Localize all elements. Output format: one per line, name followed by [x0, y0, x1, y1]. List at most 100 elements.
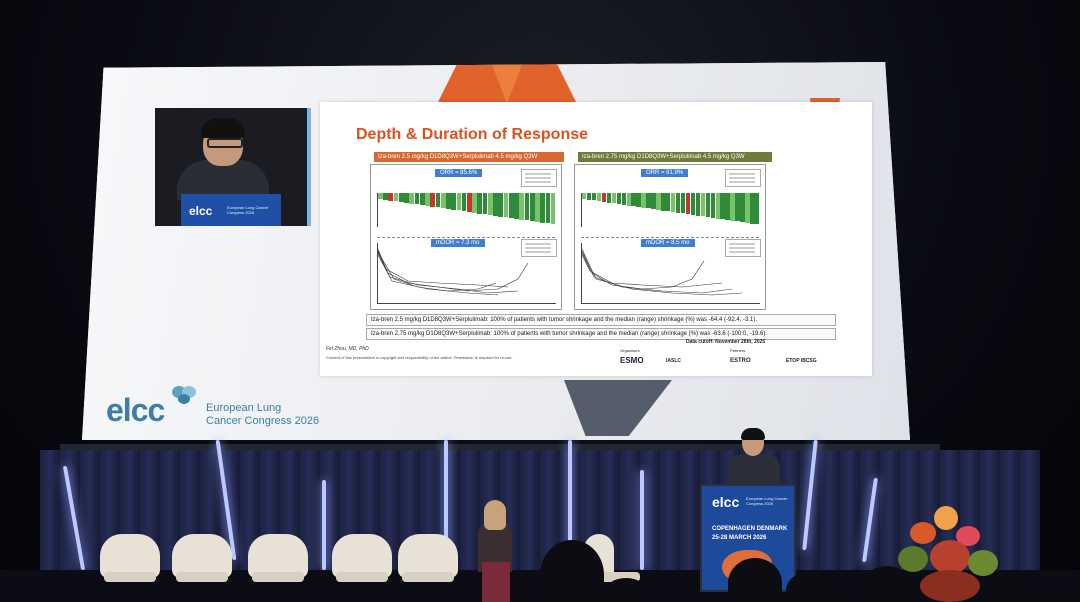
- waterfall-bar: [456, 193, 462, 211]
- waterfall-bar: [398, 193, 404, 203]
- screen-elcc-logo: elcc: [106, 392, 165, 428]
- waterfall-bar: [675, 193, 681, 213]
- audience-head: [604, 578, 648, 602]
- waterfall-bar: [477, 193, 483, 214]
- waterfall-bar: [414, 193, 420, 205]
- footnote-line-2: Iza-bren 2.75 mg/kg D1D8Q3W+Serplulimab:…: [366, 328, 836, 340]
- speaker-video-inset: elcc European Lung Cancer Congress 2026: [155, 108, 311, 226]
- stage-chair: [398, 534, 458, 582]
- waterfall-bar: [636, 193, 641, 207]
- esmo-logo: ESMO: [620, 356, 644, 365]
- stage-chair: [248, 534, 308, 582]
- light-bar: [444, 440, 448, 560]
- waterfall-bar: [503, 193, 509, 218]
- waterfall-bar: [685, 193, 691, 215]
- left-waterfall-legend: [521, 169, 557, 187]
- audience-head: [982, 576, 1032, 602]
- waterfall-bar: [487, 193, 493, 216]
- waterfall-bar: [529, 193, 535, 222]
- waterfall-bar: [606, 193, 612, 203]
- seated-moderator: [474, 500, 516, 602]
- right-divider: [581, 237, 759, 238]
- iaslc-logo: IASLC: [666, 358, 681, 364]
- waterfall-bar: [750, 193, 755, 224]
- stage-chair: [172, 534, 232, 582]
- lectern-subtitle: European Lung Cancer Congress 2026: [746, 496, 788, 506]
- waterfall-bar: [720, 193, 725, 220]
- waterfall-bar: [540, 193, 546, 223]
- waterfall-bar: [461, 193, 467, 212]
- waterfall-bar: [730, 193, 735, 221]
- waterfall-bar: [582, 193, 587, 199]
- slide-author: Fei Zhou, MD, PhD: [326, 346, 369, 352]
- presenting-speaker: [726, 428, 782, 490]
- waterfall-bar: [715, 193, 720, 219]
- speaker-hair-stage: [741, 428, 765, 440]
- speaker-glasses: [207, 138, 243, 148]
- flower-leaves: [898, 546, 928, 572]
- waterfall-bar: [425, 193, 430, 206]
- flower-leaves: [968, 550, 998, 576]
- waterfall-bar: [508, 193, 514, 219]
- waterfall-bar: [680, 193, 686, 214]
- waterfall-bar: [735, 193, 740, 222]
- waterfall-bar: [388, 193, 394, 201]
- speaker-body: [177, 160, 269, 200]
- etop-logo: ETOP IBCSG: [786, 358, 817, 364]
- organiser-logos: Organisers ESMO IASLC Partners ESTRO ETO…: [620, 348, 870, 372]
- waterfall-bar: [646, 193, 651, 209]
- right-orr-badge: ORR = 91.9%: [641, 169, 689, 177]
- stage-truss: [60, 444, 940, 450]
- left-chart-panel: ORR = 85.6% mDOR = 7.3 mo: [370, 164, 562, 310]
- waterfall-bar: [695, 193, 701, 216]
- inset-elcc-subtitle: European Lung Cancer Congress 2026: [227, 205, 269, 215]
- waterfall-bar: [745, 193, 750, 223]
- waterfall-bar: [710, 193, 715, 218]
- waterfall-bar: [621, 193, 626, 205]
- flower: [930, 540, 970, 574]
- waterfall-bar: [705, 193, 711, 218]
- projection-screen: elcc European Lung Cancer Congress 2026 …: [82, 62, 910, 440]
- waterfall-bar: [651, 193, 656, 210]
- waterfall-bar: [498, 193, 504, 217]
- waterfall-bar: [493, 193, 498, 216]
- footnote-line-1: Iza-bren 2.5 mg/kg D1D8Q3W+Serplulimab: …: [366, 314, 836, 326]
- waterfall-bar: [616, 193, 622, 205]
- left-divider: [377, 237, 555, 238]
- waterfall-bar: [467, 193, 472, 212]
- right-waterfall-legend: [725, 169, 761, 187]
- left-panel-header: Iza-bren 2.5 mg/kg D1D8Q3W+Serplulimab 4…: [374, 152, 564, 162]
- left-orr-badge: ORR = 85.6%: [435, 169, 483, 177]
- waterfall-bar: [631, 193, 636, 207]
- waterfall-bar: [535, 193, 540, 222]
- left-spider-legend: [521, 239, 557, 257]
- waterfall-bar: [661, 193, 666, 211]
- light-bar: [640, 470, 644, 570]
- waterfall-bar: [393, 193, 399, 202]
- slide-title: Depth & Duration of Response: [356, 126, 589, 143]
- flower: [910, 522, 936, 544]
- left-mdor-badge: mDOR = 7.3 mo: [431, 239, 485, 247]
- waterfall-bar: [440, 193, 446, 209]
- audience-head: [862, 566, 912, 602]
- audience-head: [728, 558, 782, 602]
- estro-logo: ESTRO: [730, 358, 751, 364]
- waterfall-bar: [740, 193, 745, 223]
- audience-head: [540, 540, 604, 602]
- right-mdor-badge: mDOR = 8.5 mo: [641, 239, 695, 247]
- waterfall-bar: [586, 193, 592, 200]
- right-chart-panel: ORR = 91.9% mDOR = 8.5 mo: [574, 164, 766, 310]
- right-waterfall-bars: [581, 193, 760, 227]
- waterfall-bar: [626, 193, 631, 206]
- waterfall-bar: [482, 193, 488, 215]
- light-bar: [568, 440, 572, 550]
- waterfall-bar: [690, 193, 696, 215]
- waterfall-bar: [404, 193, 409, 203]
- inset-elcc-logo: elcc: [189, 204, 213, 218]
- waterfall-bar: [430, 193, 436, 207]
- waterfall-bar: [514, 193, 519, 219]
- slide-footnotes: Iza-bren 2.5 mg/kg D1D8Q3W+Serplulimab: …: [366, 314, 836, 342]
- stage-chair: [100, 534, 160, 582]
- right-spider-plot: [581, 243, 760, 304]
- screen-congress-line-2: Cancer Congress 2026: [206, 415, 320, 427]
